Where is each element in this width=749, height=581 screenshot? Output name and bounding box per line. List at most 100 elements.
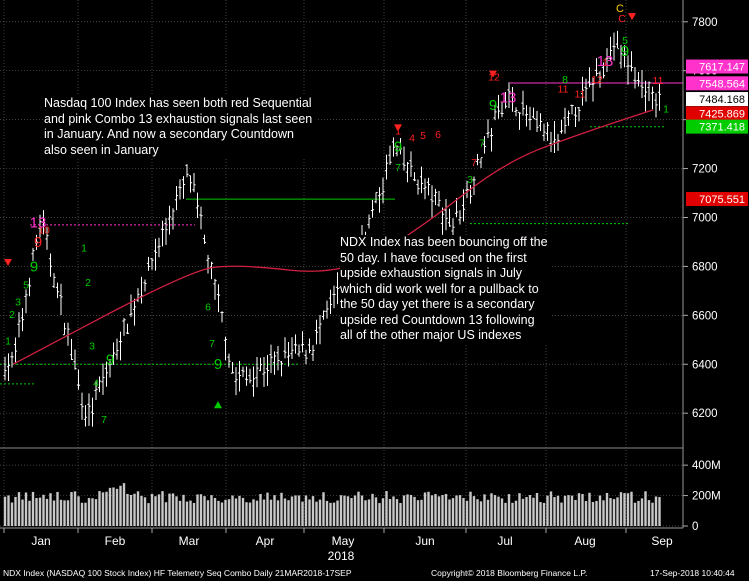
volume-bar (213, 498, 217, 526)
td-label: 4 (409, 133, 415, 145)
volume-bar (374, 497, 378, 526)
volume-bar (385, 491, 388, 526)
volume-bar (133, 493, 136, 526)
volume-bar (287, 500, 290, 526)
td-label: 5 (622, 35, 628, 47)
volume-bar (605, 492, 609, 526)
volume-bar (542, 502, 546, 526)
month-label: Apr (256, 534, 275, 548)
volume-bar (311, 496, 315, 526)
volume-bar (122, 483, 126, 526)
volume-bar (35, 498, 38, 526)
price-tick-label: 6400 (692, 359, 718, 371)
td-label: 7 (209, 338, 215, 350)
volume-bar (108, 487, 112, 526)
month-label: Aug (574, 534, 595, 548)
volume-bar (546, 495, 549, 526)
price-tick-label: 6800 (692, 261, 718, 273)
td-label: 11 (653, 75, 664, 87)
volume-bar (465, 500, 469, 526)
volume-bar (115, 488, 119, 526)
volume-bar (241, 497, 245, 526)
volume-bar (248, 502, 252, 526)
volume-bar (602, 500, 605, 526)
volume-bar (105, 491, 108, 526)
volume-bar (371, 493, 374, 526)
volume-bar (469, 491, 472, 526)
volume-bar (521, 498, 525, 526)
volume-bar (227, 499, 231, 526)
volume-bar (637, 500, 640, 526)
volume-bar (476, 499, 479, 526)
td-label: 1 (395, 125, 401, 137)
td-label: 2 (9, 309, 15, 321)
month-label: Sep (651, 534, 673, 548)
volume-bar (136, 491, 140, 526)
volume-bar (42, 494, 45, 526)
volume-bar (164, 502, 168, 526)
volume-bar (567, 495, 570, 526)
volume-bar (413, 496, 416, 526)
sell-arrow-marker (628, 13, 636, 21)
time-axis: Jan Feb Mar Apr May Jun Jul Aug Sep (3, 528, 673, 548)
volume-bar (262, 499, 266, 526)
td-label: 11 (575, 89, 586, 101)
volume-bar (10, 502, 14, 526)
volume-bar (525, 497, 528, 526)
td-label: 11 (558, 84, 569, 96)
volume-bar (595, 500, 598, 526)
volume-bar (143, 497, 147, 526)
td-label: C (618, 13, 626, 25)
td-label: 8 (562, 74, 568, 86)
volume-bar (486, 499, 490, 526)
price-tag-box (686, 106, 748, 121)
td-label: 13 (30, 214, 47, 231)
td-label: 7 (101, 414, 107, 426)
price-tag-box (686, 119, 748, 134)
volume-bar (84, 502, 87, 526)
volume-bar (290, 496, 294, 526)
sell-arrow-marker (489, 70, 497, 78)
volume-bar (80, 502, 84, 526)
volume-bar (329, 502, 332, 526)
volume-bar (434, 494, 437, 526)
volume-bar (423, 492, 427, 526)
volume-bar (98, 491, 101, 526)
volume-bar (231, 495, 234, 526)
td-label: 6 (205, 301, 211, 313)
volume-bar (630, 491, 633, 526)
volume-tick-label: 0 (692, 521, 698, 533)
td-label: 9 (621, 43, 629, 60)
volume-bar (357, 491, 360, 526)
volume-bar (402, 495, 406, 526)
volume-axis: 400M 200M 0 (683, 460, 721, 533)
td-label: 12 (591, 74, 603, 86)
td-label: 5 (420, 130, 426, 142)
td-label: 9 (30, 258, 38, 275)
td-label: 6 (435, 129, 441, 141)
volume-bar (539, 502, 542, 526)
volume-bar (458, 495, 462, 526)
volume-bar (339, 495, 343, 526)
volume-bar (178, 500, 182, 526)
td-label: 3 (15, 297, 21, 309)
volume-tick-label: 400M (692, 460, 721, 472)
annotation-combo-signals: Nasdaq 100 Index has seen both red Seque… (44, 96, 316, 158)
month-label: May (332, 534, 355, 548)
month-label: Jun (415, 534, 434, 548)
volume-bar (479, 501, 483, 526)
volume-bar (451, 498, 455, 526)
annotation-50day-bounce: NDX Index has been bouncing off the 50 d… (340, 235, 550, 344)
volume-bar (206, 500, 210, 526)
volume-bar (409, 494, 413, 526)
volume-bar (171, 493, 175, 526)
volume-bar (381, 498, 385, 526)
volume-bar (441, 495, 444, 526)
td-label: 1 (81, 243, 87, 255)
volume-bar (399, 503, 402, 526)
volume-bar (140, 495, 143, 526)
volume-bar (245, 502, 248, 526)
td-label: 5 (23, 279, 29, 291)
price-gridlines (0, 0, 683, 528)
volume-bar (427, 491, 430, 526)
